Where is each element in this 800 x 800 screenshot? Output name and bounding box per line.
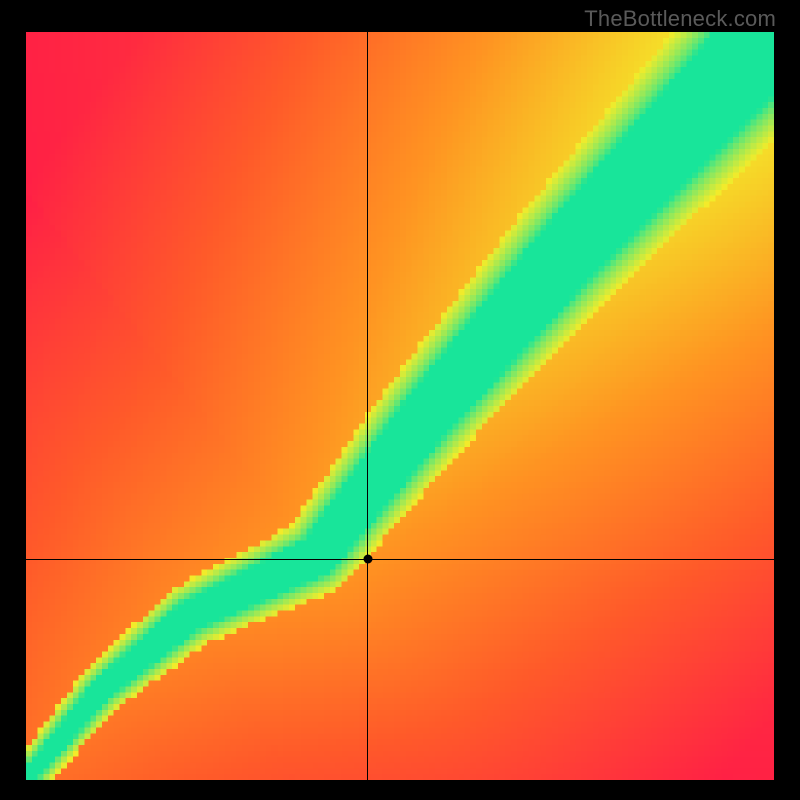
crosshair-horizontal — [26, 559, 774, 560]
chart-container: TheBottleneck.com — [0, 0, 800, 800]
watermark-text: TheBottleneck.com — [584, 6, 776, 32]
marker-dot — [363, 555, 372, 564]
heatmap-plot — [26, 32, 774, 780]
crosshair-vertical — [367, 32, 368, 780]
heatmap-canvas — [26, 32, 774, 780]
